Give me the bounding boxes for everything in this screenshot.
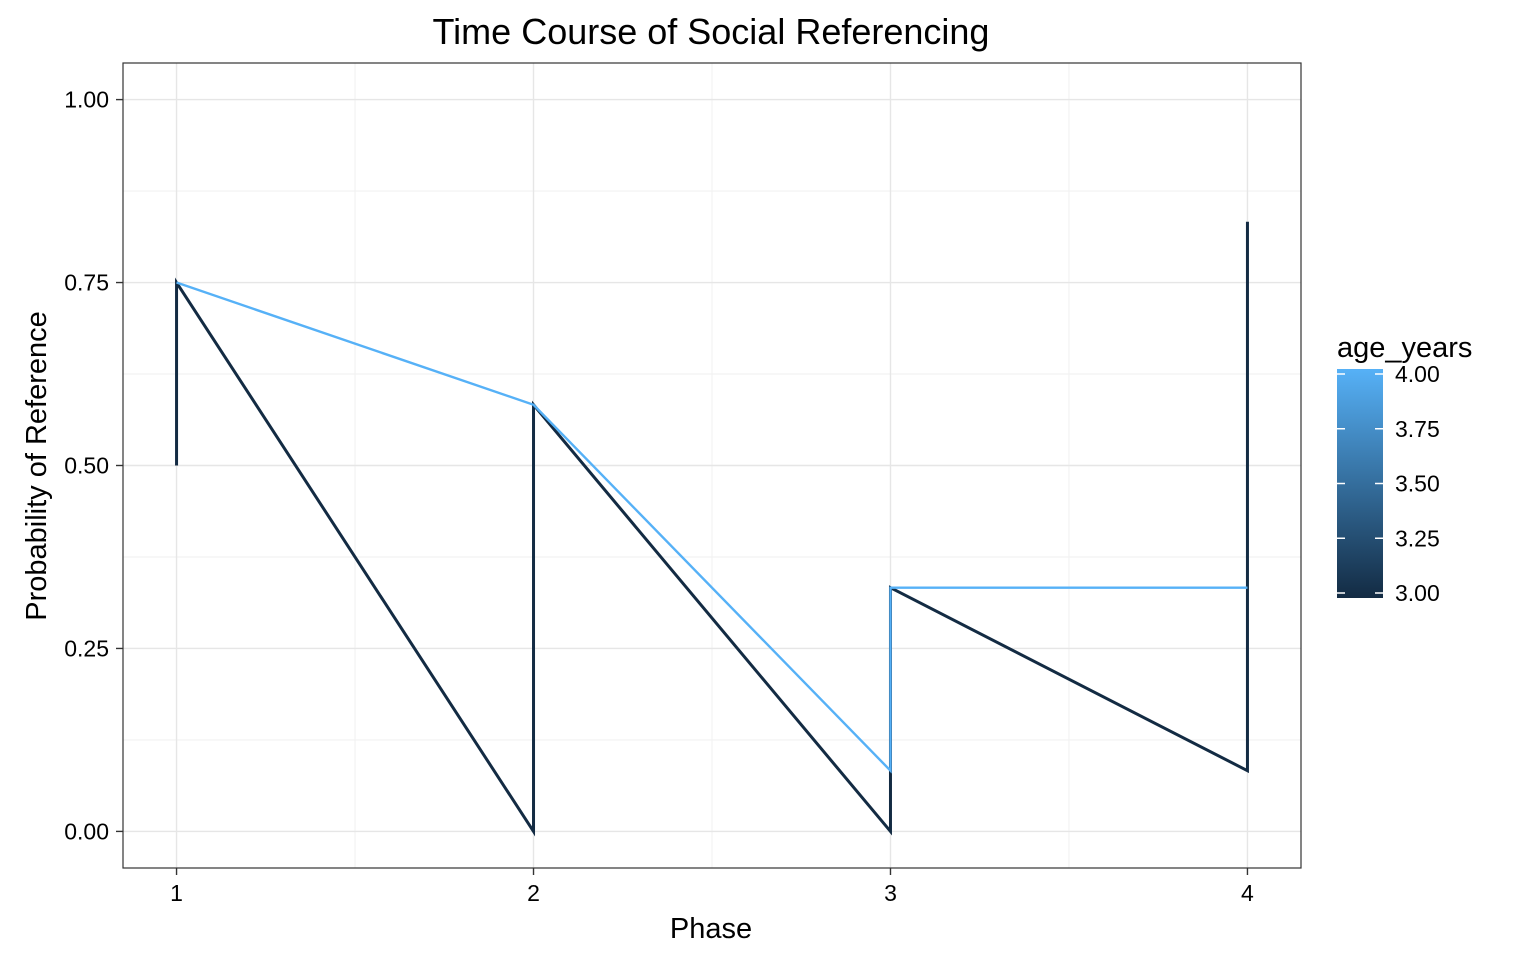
x-tick-label: 2 <box>527 880 540 906</box>
series-line-age-3 <box>175 221 1249 837</box>
y-tick-label: 0.50 <box>64 453 109 479</box>
legend-break-label: 3.00 <box>1395 580 1440 606</box>
x-tick-label: 4 <box>1241 880 1254 906</box>
legend-break-label: 3.25 <box>1395 525 1440 551</box>
x-tick-label: 3 <box>884 880 897 906</box>
y-tick-label: 0.25 <box>64 635 109 661</box>
y-axis-label: Probability of Reference <box>21 311 53 621</box>
plot-area: 0.00 0.25 0.50 0.75 1.00 1 2 3 4 <box>64 62 1302 906</box>
series-line-age-4 <box>176 281 1248 774</box>
legend-break-label: 4.00 <box>1395 361 1440 387</box>
legend-break-label: 3.50 <box>1395 471 1440 497</box>
x-axis-label: Phase <box>670 913 752 945</box>
legend-break-label: 3.75 <box>1395 416 1440 442</box>
y-tick-label: 0.75 <box>64 270 109 296</box>
chart-title: Time Course of Social Referencing <box>433 11 990 52</box>
x-tick-label: 1 <box>170 880 183 906</box>
y-tick-label: 0.00 <box>64 818 109 844</box>
y-tick-label: 1.00 <box>64 87 109 113</box>
legend-title: age_years <box>1337 332 1472 364</box>
legend: 3.00 3.25 3.50 3.75 4.00 <box>1337 361 1440 606</box>
